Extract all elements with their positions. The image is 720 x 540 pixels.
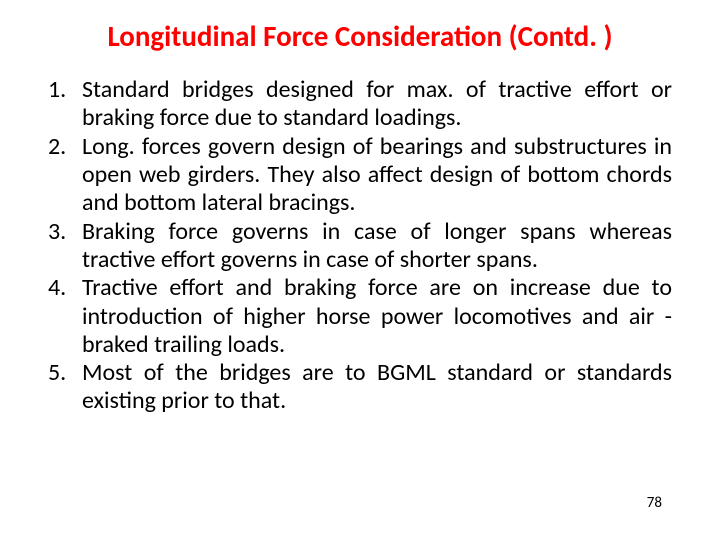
slide: Longitudinal Force Consideration (Contd.… bbox=[0, 0, 720, 540]
list-number: 1. bbox=[48, 76, 66, 104]
numbered-list: 1. Standard bridges designed for max. of … bbox=[48, 76, 672, 416]
page-number: 78 bbox=[647, 494, 662, 512]
list-text: Most of the bridges are to BGML standard… bbox=[82, 358, 672, 415]
list-number: 4. bbox=[48, 274, 66, 302]
list-text: Standard bridges designed for max. of tr… bbox=[82, 75, 672, 132]
list-item: 5. Most of the bridges are to BGML standa… bbox=[48, 359, 672, 416]
list-number: 5. bbox=[48, 359, 66, 387]
list-item: 4. Tractive effort and braking force are … bbox=[48, 274, 672, 359]
list-item: 1. Standard bridges designed for max. of … bbox=[48, 76, 672, 133]
list-item: 2. Long. forces govern design of bearings… bbox=[48, 133, 672, 218]
list-text: Tractive effort and braking force are on… bbox=[82, 273, 672, 359]
list-number: 3. bbox=[48, 218, 66, 246]
list-text: Long. forces govern design of bearings a… bbox=[82, 132, 672, 218]
slide-title: Longitudinal Force Consideration (Contd.… bbox=[48, 18, 672, 54]
list-number: 2. bbox=[48, 133, 66, 161]
list-item: 3. Braking force governs in case of longe… bbox=[48, 218, 672, 275]
list-text: Braking force governs in case of longer … bbox=[82, 217, 672, 274]
